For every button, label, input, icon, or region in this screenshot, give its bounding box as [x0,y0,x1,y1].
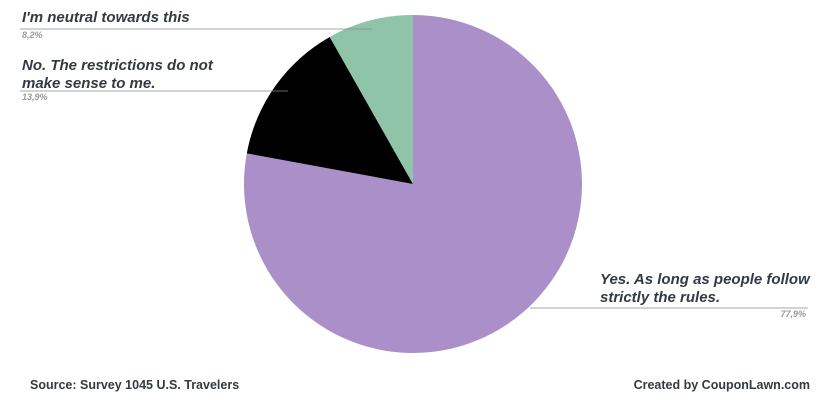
slice-label-1: strictly the rules. [600,289,720,306]
slice-label-2: make sense to me. [22,75,155,92]
pie-slice-1 [244,15,583,353]
pie-slice-2 [246,36,413,184]
credit-note: Created by CouponLawn.com [633,378,810,392]
slice-value-label-1: 77,9% [780,309,806,319]
slice-value-label-3: 8,2% [22,30,43,40]
pie-slice-3 [329,15,413,184]
slice-label-1: Yes. As long as people follow [600,271,811,288]
slice-label-2: No. The restrictions do not [22,57,214,74]
source-note: Source: Survey 1045 U.S. Travelers [30,378,240,392]
slice-label-3: I'm neutral towards this [22,9,190,26]
slice-value-label-2: 13,9% [22,92,48,102]
